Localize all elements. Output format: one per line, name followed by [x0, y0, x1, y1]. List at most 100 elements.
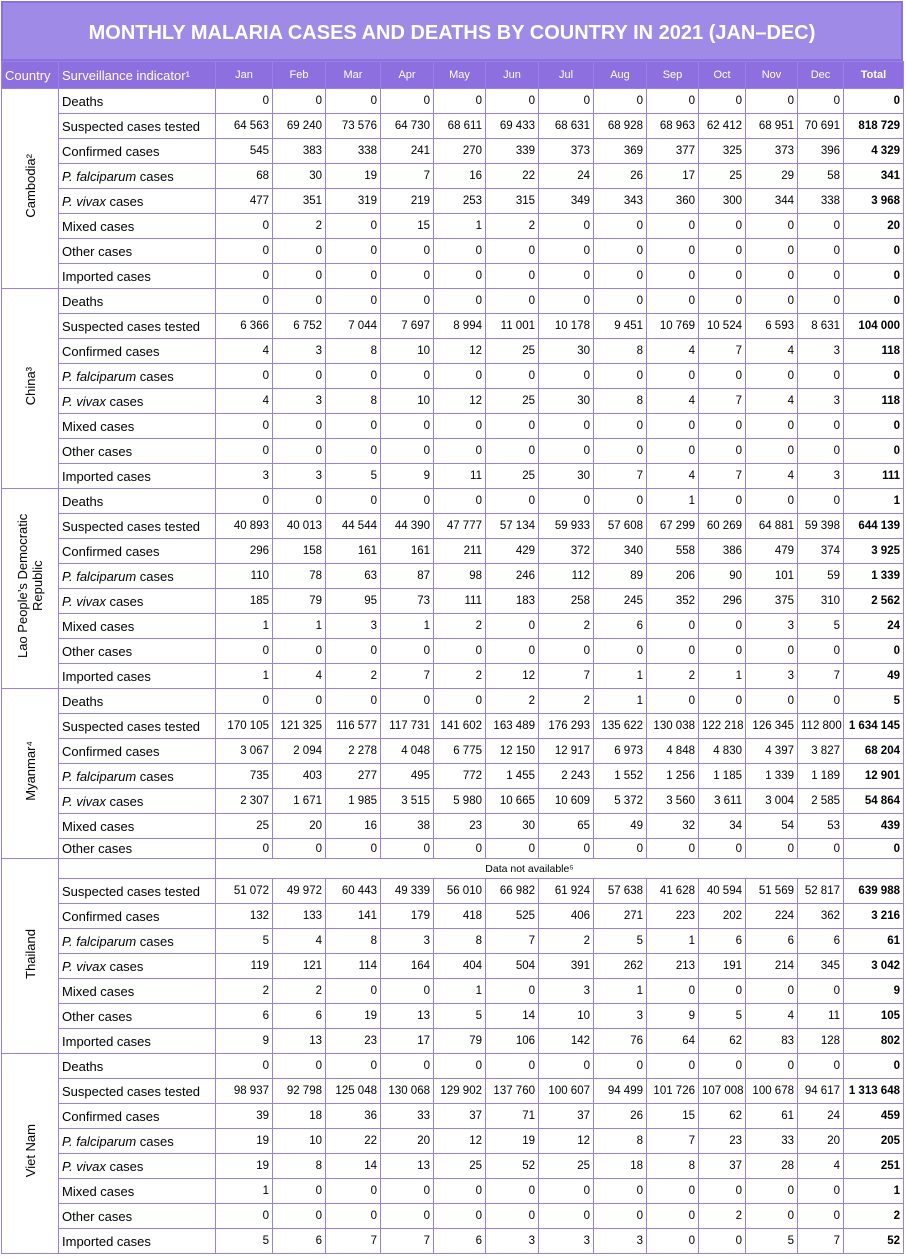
- value-cell: 0: [698, 238, 746, 264]
- indicator-cell: Mixed cases: [58, 613, 216, 639]
- value-cell: 0: [272, 638, 326, 664]
- value-cell: 4: [745, 463, 798, 489]
- indicator-cell: Other cases: [58, 838, 216, 859]
- value-cell: 0: [272, 88, 326, 114]
- value-cell: 191: [698, 953, 746, 979]
- value-cell: 116 577: [325, 713, 381, 739]
- value-cell: 25: [485, 388, 539, 414]
- value-cell: 8: [593, 388, 647, 414]
- value-cell: 0: [215, 238, 273, 264]
- value-cell: 0: [646, 413, 699, 439]
- value-cell: 3 827: [797, 738, 844, 764]
- value-cell: 0: [433, 638, 486, 664]
- value-cell: 3: [593, 1003, 647, 1029]
- value-cell: 7 697: [380, 313, 434, 339]
- value-cell: 94 499: [593, 1078, 647, 1104]
- value-cell: 71: [485, 1103, 539, 1129]
- indicator-cell: Suspected cases tested: [58, 313, 216, 339]
- value-cell: 0: [485, 88, 539, 114]
- value-cell: 114: [325, 953, 381, 979]
- value-cell: 53: [797, 813, 844, 839]
- value-cell: 0: [485, 263, 539, 289]
- table-row: P. falciparum cases 19 10 22 20 12 19 12 8 7 23 33 2…: [2, 1128, 904, 1154]
- value-cell: 66 982: [485, 878, 539, 904]
- value-cell: 3: [325, 613, 381, 639]
- indicator-cell: Suspected cases tested: [58, 1078, 216, 1104]
- value-cell: 3: [272, 463, 326, 489]
- value-cell: 47 777: [433, 513, 486, 539]
- header-row: Country Surveillance indicator¹ Jan Feb Mar A…: [1, 61, 904, 89]
- value-cell: 0: [538, 238, 594, 264]
- total-cell: 68 204: [843, 738, 904, 764]
- value-cell: 33: [745, 1128, 798, 1154]
- country-cell: Viet Nam: [1, 1053, 59, 1254]
- value-cell: 0: [272, 488, 326, 514]
- value-cell: 403: [272, 763, 326, 789]
- total-cell: 644 139: [843, 513, 904, 539]
- value-cell: 121: [272, 953, 326, 979]
- value-cell: 386: [698, 538, 746, 564]
- value-cell: 56 010: [433, 878, 486, 904]
- total-cell: 49: [843, 663, 904, 689]
- value-cell: 0: [272, 1178, 326, 1204]
- value-cell: 429: [485, 538, 539, 564]
- indicator-cell: P. vivax cases: [58, 188, 216, 214]
- column-header: Country: [1, 61, 59, 89]
- value-cell: 20: [380, 1128, 434, 1154]
- total-cell: 0: [843, 238, 904, 264]
- table-row: Confirmed cases 296 158 161 161 211 429 372 340 5…: [2, 538, 904, 564]
- value-cell: 19: [215, 1128, 273, 1154]
- country-name: Myanmar⁴: [22, 741, 38, 801]
- total-cell: 1: [843, 488, 904, 514]
- value-cell: 0: [698, 88, 746, 114]
- value-cell: 0: [797, 1203, 844, 1229]
- value-cell: 79: [433, 1028, 486, 1054]
- value-cell: 3: [215, 463, 273, 489]
- value-cell: 362: [797, 903, 844, 929]
- value-cell: 49 339: [380, 878, 434, 904]
- value-cell: 6 775: [433, 738, 486, 764]
- table-row: Mixed cases 0 0 0 0 0 0 0 0 0 0 0 0 0: [2, 413, 904, 439]
- table-row: Other cases 0 0 0 0 0 0 0 0 0 0 0 0 0: [2, 638, 904, 664]
- value-cell: 61 924: [538, 878, 594, 904]
- value-cell: 253: [433, 188, 486, 214]
- indicator-cell: Imported cases: [58, 1228, 216, 1254]
- value-cell: 375: [745, 588, 798, 614]
- total-cell: 3 216: [843, 903, 904, 929]
- value-cell: 0: [745, 238, 798, 264]
- value-cell: 0: [272, 238, 326, 264]
- value-cell: 406: [538, 903, 594, 929]
- value-cell: 277: [325, 763, 381, 789]
- value-cell: 360: [646, 188, 699, 214]
- value-cell: 0: [485, 1053, 539, 1079]
- value-cell: 18: [593, 1153, 647, 1179]
- value-cell: 0: [593, 238, 647, 264]
- value-cell: 7: [797, 1228, 844, 1254]
- value-cell: 0: [698, 413, 746, 439]
- value-cell: 78: [272, 563, 326, 589]
- value-cell: 60 269: [698, 513, 746, 539]
- value-cell: 772: [433, 763, 486, 789]
- value-cell: 132: [215, 903, 273, 929]
- country-name: Lao People’s Democratic Republic: [15, 513, 45, 659]
- value-cell: 57 638: [593, 878, 647, 904]
- value-cell: 9 451: [593, 313, 647, 339]
- value-cell: 14: [325, 1153, 381, 1179]
- value-cell: 59 933: [538, 513, 594, 539]
- total-cell: 118: [843, 388, 904, 414]
- value-cell: 3: [272, 338, 326, 364]
- country-name: Viet Nam: [22, 1124, 38, 1178]
- total-cell: 0: [843, 263, 904, 289]
- value-cell: 8 994: [433, 313, 486, 339]
- value-cell: 0: [646, 613, 699, 639]
- column-header: Total: [843, 61, 904, 89]
- value-cell: 64 881: [745, 513, 798, 539]
- indicator-cell: Imported cases: [58, 263, 216, 289]
- value-cell: 1: [215, 1178, 273, 1204]
- value-cell: 12: [538, 1128, 594, 1154]
- value-cell: 2: [538, 613, 594, 639]
- value-cell: 129 902: [433, 1078, 486, 1104]
- value-cell: 0: [745, 438, 798, 464]
- value-cell: 3: [272, 388, 326, 414]
